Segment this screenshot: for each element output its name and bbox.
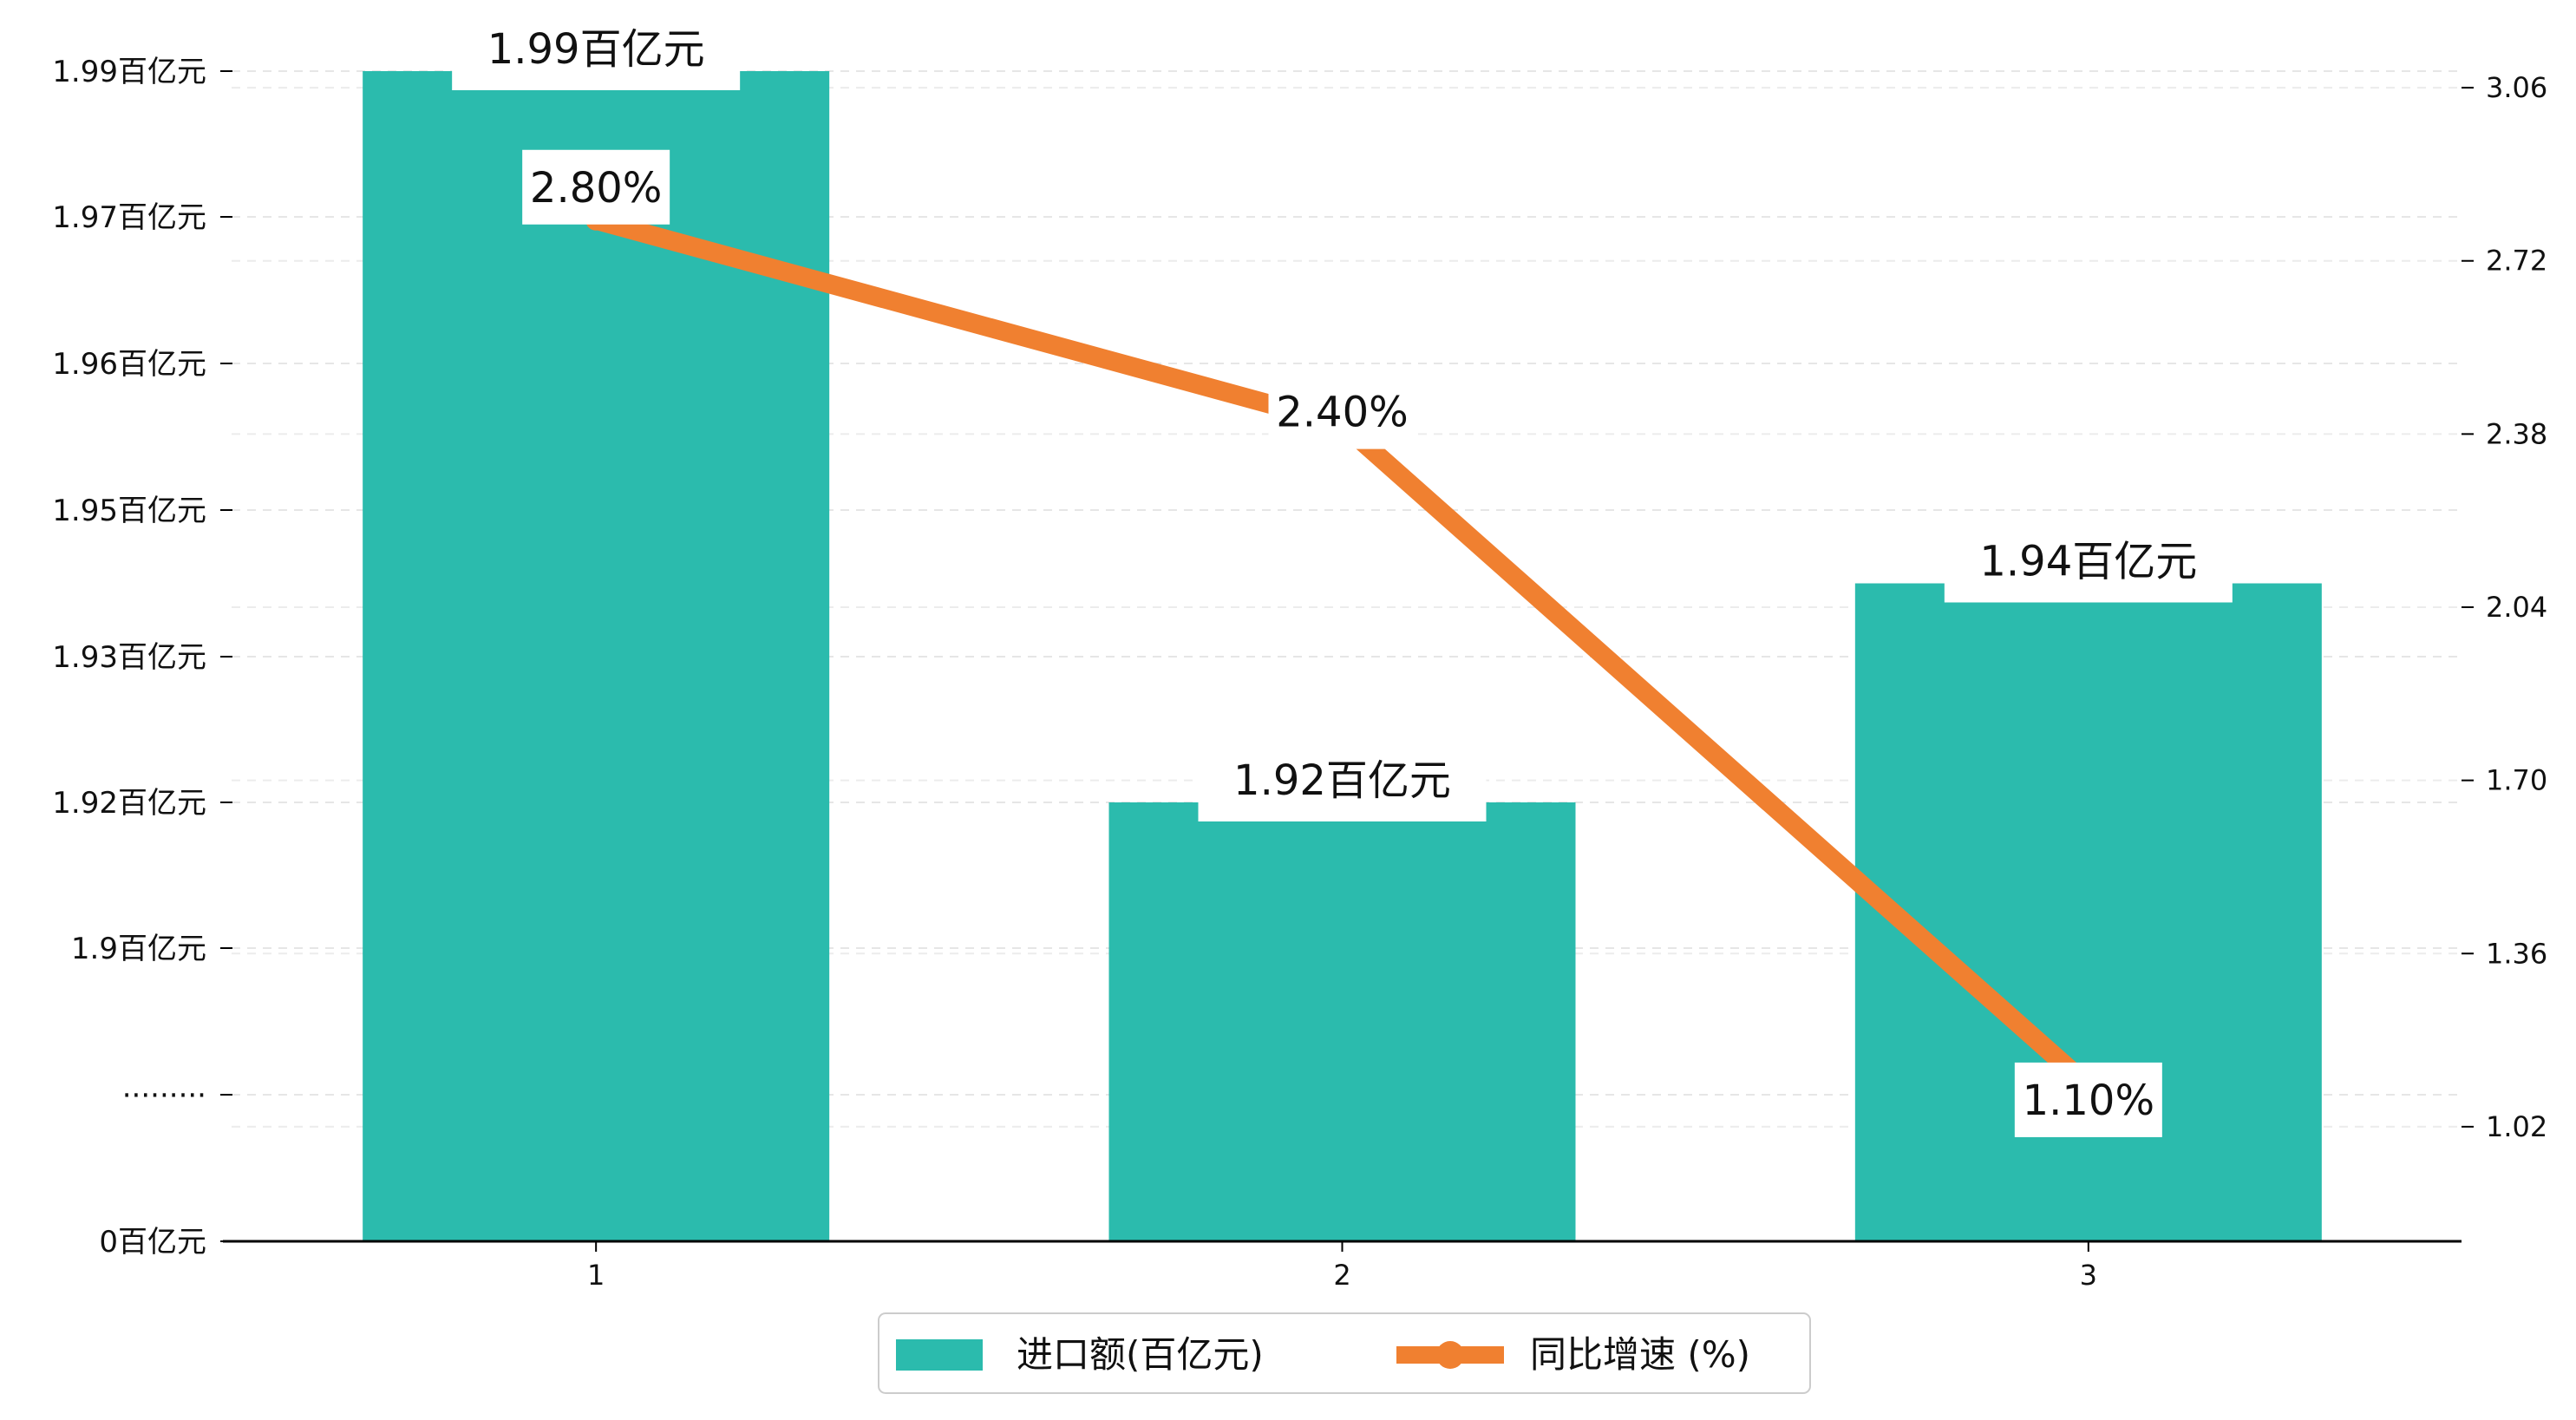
left-tick-label-4: 1.93百亿元 (52, 640, 206, 675)
axes: 0百亿元 ········· 1.9百亿元 1.92百亿元 1.93百亿元 1.95百亿元… (52, 55, 2547, 1292)
growth-value-label-3-box (2014, 1062, 2162, 1137)
bar-2 (1108, 802, 1576, 1241)
growth-value-label-1-box (522, 149, 670, 225)
bar-value-label-2: 1.92百亿元 (1233, 756, 1451, 805)
left-tick-label-7: 1.97百亿元 (52, 200, 206, 235)
bar-value-label-3: 1.94百亿元 (1979, 538, 2197, 586)
left-tick-label-3: 1.92百亿元 (52, 786, 206, 821)
data-labels: 1.99百亿元 1.92百亿元 1.94百亿元 2.80% 2.40% 1.10% (452, 7, 2233, 1137)
x-tick-label-3: 3 (2080, 1259, 2097, 1292)
left-tick-label-6: 1.96百亿元 (52, 347, 206, 382)
right-tick-label-5: 2.72 (2486, 245, 2547, 278)
right-tick-label-2: 1.70 (2486, 764, 2547, 797)
bar-1 (363, 71, 830, 1241)
right-tick-label-3: 2.04 (2486, 591, 2547, 624)
growth-value-label-1: 2.80% (530, 164, 662, 213)
right-tick-label-4: 2.38 (2486, 417, 2547, 450)
left-tick-label-1: ········· (122, 1078, 206, 1113)
x-tick-label-1: 1 (587, 1259, 605, 1292)
bar-3 (1854, 583, 2322, 1241)
legend-box (878, 1312, 1811, 1394)
growth-value-label-3: 1.10% (2023, 1076, 2154, 1125)
bar-value-label-1: 1.99百亿元 (487, 25, 705, 74)
growth-value-label-2-box (1268, 374, 1416, 449)
right-tick-label-1: 1.36 (2486, 937, 2547, 970)
right-tick-label-0: 1.02 (2486, 1110, 2547, 1143)
left-tick-label-0: 0百亿元 (99, 1225, 206, 1260)
legend-label-growth: 同比增速 (%) (1530, 1333, 1750, 1376)
legend: 进口额(百亿元) 同比增速 (%) (878, 1312, 1811, 1394)
left-tick-label-8: 1.99百亿元 (52, 55, 206, 89)
bar-value-label-1-box (452, 7, 741, 90)
x-tick-label-2: 2 (1333, 1259, 1350, 1292)
bar-value-label-3-box (1944, 519, 2233, 603)
bars (363, 71, 2322, 1241)
growth-value-label-2: 2.40% (1276, 389, 1408, 437)
right-tick-label-6: 3.06 (2486, 71, 2547, 104)
bar-value-label-2-box (1198, 738, 1487, 821)
legend-swatch-imports (896, 1339, 983, 1371)
left-tick-label-5: 1.95百亿元 (52, 494, 206, 528)
legend-label-imports: 进口额(百亿元) (1017, 1333, 1264, 1376)
legend-swatch-growth-marker (1436, 1341, 1464, 1369)
left-tick-label-2: 1.9百亿元 (71, 932, 206, 966)
